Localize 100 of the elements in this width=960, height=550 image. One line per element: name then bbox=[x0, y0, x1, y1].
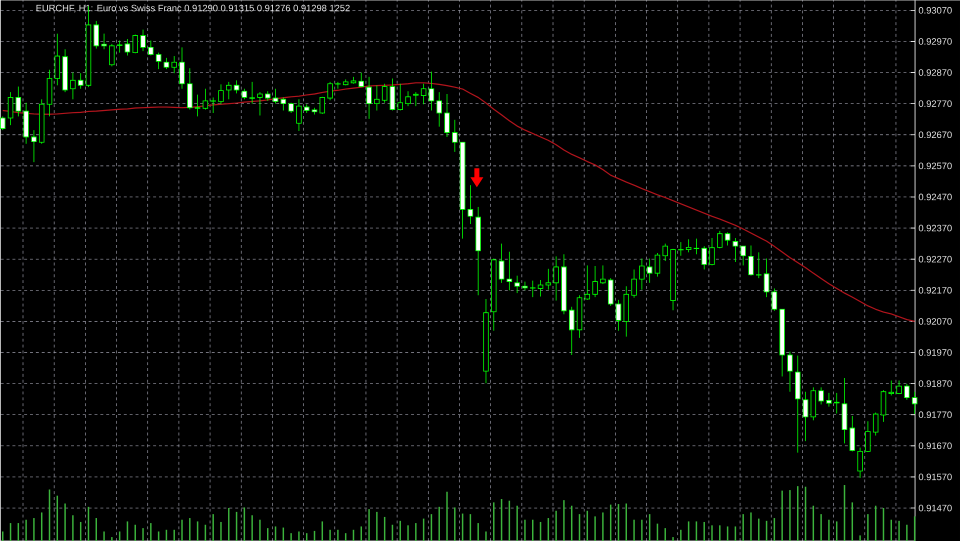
candlestick bbox=[904, 383, 910, 400]
candlestick bbox=[748, 245, 754, 276]
candlestick bbox=[234, 80, 240, 94]
candlestick bbox=[686, 238, 692, 253]
candlestick bbox=[834, 392, 840, 414]
candlestick bbox=[320, 96, 326, 114]
candlestick bbox=[70, 72, 76, 100]
candlestick bbox=[218, 84, 224, 105]
candlestick bbox=[514, 275, 520, 294]
candlestick bbox=[452, 119, 458, 152]
candlestick bbox=[631, 268, 637, 298]
candlestick bbox=[662, 243, 668, 262]
candlestick bbox=[101, 33, 107, 50]
candlestick bbox=[857, 447, 863, 478]
y-tick-label: 0.92470 bbox=[918, 194, 952, 200]
y-tick-label: 0.91570 bbox=[918, 474, 952, 480]
candlestick bbox=[210, 96, 216, 114]
candlestick bbox=[0, 116, 6, 130]
candlestick bbox=[608, 278, 614, 306]
candlestick bbox=[398, 83, 403, 111]
candlestick bbox=[242, 88, 248, 100]
candlestick bbox=[327, 81, 333, 101]
candlestick bbox=[468, 184, 474, 224]
candlestick bbox=[616, 299, 622, 332]
y-tick-label: 0.92070 bbox=[918, 318, 952, 325]
candlestick bbox=[116, 40, 122, 53]
y-tick-label: 0.91970 bbox=[918, 349, 952, 356]
candlestick bbox=[171, 56, 177, 74]
candlestick bbox=[802, 391, 808, 442]
candlestick bbox=[530, 280, 536, 298]
candlestick bbox=[132, 34, 138, 54]
y-tick-label: 0.92870 bbox=[918, 69, 952, 76]
candlestick bbox=[226, 81, 232, 100]
candlestick bbox=[156, 52, 162, 70]
candlestick bbox=[724, 232, 730, 246]
candlestick bbox=[54, 33, 60, 86]
candlestick bbox=[444, 94, 450, 138]
candlestick bbox=[498, 243, 504, 284]
candlestick bbox=[694, 238, 700, 255]
candlestick bbox=[850, 415, 856, 452]
y-tick-label: 0.91770 bbox=[918, 411, 952, 418]
candlestick bbox=[8, 92, 14, 126]
candlestick bbox=[865, 420, 871, 452]
candlestick bbox=[546, 268, 552, 290]
candlestick bbox=[506, 251, 512, 291]
candlestick bbox=[568, 306, 574, 356]
candlestick bbox=[164, 57, 170, 70]
candlestick bbox=[280, 96, 286, 111]
candlestick bbox=[592, 266, 598, 298]
y-tick-label: 0.92970 bbox=[918, 38, 952, 45]
candlestick bbox=[109, 43, 115, 67]
candlestick bbox=[16, 86, 22, 117]
candlestick bbox=[646, 258, 652, 284]
candlestick bbox=[390, 78, 396, 111]
candlestick bbox=[584, 264, 590, 300]
candlestick bbox=[366, 76, 372, 120]
candlestick bbox=[382, 83, 388, 104]
candlestick bbox=[202, 88, 208, 110]
y-tick-label: 0.92770 bbox=[918, 100, 952, 107]
y-tick-label: 0.92370 bbox=[918, 224, 952, 232]
y-tick-label: 0.92170 bbox=[918, 286, 952, 294]
candlestick bbox=[553, 256, 559, 301]
y-tick-label: 0.91870 bbox=[918, 380, 952, 387]
candlestick bbox=[288, 102, 294, 114]
candlestick bbox=[772, 288, 778, 312]
candlestick bbox=[701, 246, 707, 270]
candlestick bbox=[787, 351, 793, 392]
candlestick bbox=[678, 242, 684, 256]
candlestick bbox=[717, 230, 723, 249]
candlestick bbox=[818, 386, 824, 405]
candlestick bbox=[249, 81, 255, 104]
candlestick bbox=[335, 81, 341, 90]
candlestick bbox=[124, 38, 130, 56]
candlestick bbox=[405, 90, 411, 106]
candlestick bbox=[420, 83, 426, 105]
candlestick bbox=[896, 380, 902, 395]
candlestick bbox=[639, 258, 645, 290]
candlestick bbox=[872, 412, 878, 436]
candlestick bbox=[140, 29, 146, 52]
candlestick bbox=[436, 92, 442, 128]
y-tick-label: 0.93070 bbox=[918, 6, 952, 14]
candlestick bbox=[31, 130, 37, 162]
candlestick bbox=[413, 92, 419, 106]
candlestick bbox=[265, 90, 270, 102]
candlestick bbox=[538, 280, 544, 297]
candlestick bbox=[272, 88, 278, 104]
candlestick bbox=[709, 238, 715, 266]
y-tick-label: 0.91670 bbox=[918, 442, 952, 450]
candlestick bbox=[358, 72, 364, 88]
candlestick bbox=[654, 252, 660, 277]
candlestick bbox=[257, 92, 263, 116]
y-tick-label: 0.91470 bbox=[918, 504, 952, 512]
candlestick bbox=[428, 71, 434, 111]
candlestick bbox=[296, 98, 302, 132]
y-tick-label: 0.92670 bbox=[918, 131, 952, 138]
candlestick bbox=[732, 238, 738, 262]
candlestick bbox=[94, 20, 100, 49]
candlestick bbox=[764, 258, 770, 298]
candlestick bbox=[179, 46, 185, 90]
candlestick bbox=[374, 84, 380, 111]
